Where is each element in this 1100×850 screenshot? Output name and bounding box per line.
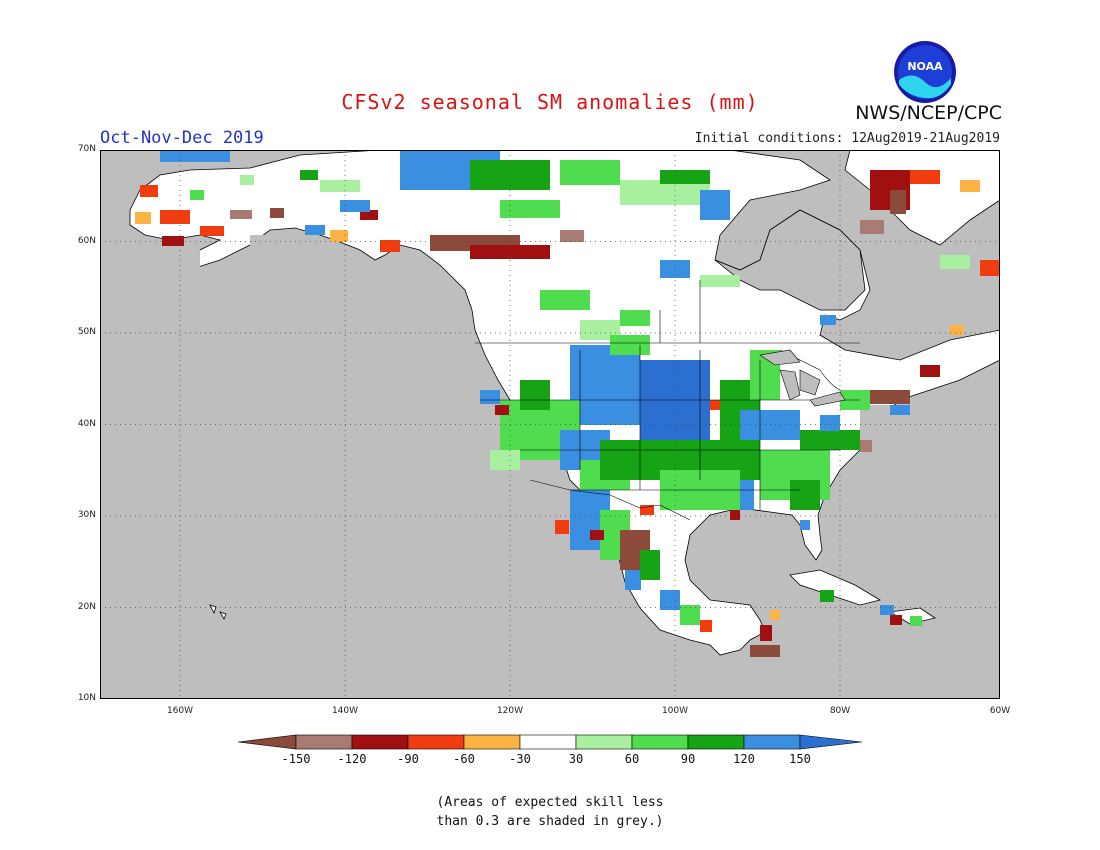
legend-swatch-above-150: [799, 734, 862, 750]
legend-swatch-30-30: [519, 734, 577, 750]
legend-swatch-60-90: [631, 734, 689, 750]
legend-swatch-90-60: [407, 734, 465, 750]
legend-label-neg150: -150: [281, 752, 311, 766]
political-borders: [475, 280, 860, 521]
cuba-land: [789, 569, 882, 606]
great-lakes: [759, 349, 846, 407]
forecast-period: Oct-Nov-Dec 2019: [100, 128, 264, 148]
lon-tick-100w: 100W: [661, 706, 689, 716]
color-legend-bar: [238, 734, 862, 750]
legend-label-30: 30: [568, 752, 584, 766]
legend-label-120: 120: [733, 752, 755, 766]
legend-label-150: 150: [789, 752, 811, 766]
legend-swatch-below-150: [238, 734, 297, 750]
lat-tick-20n: 20N: [77, 602, 96, 612]
legend-label-neg60: -60: [453, 752, 475, 766]
legend-swatch-120-150: [743, 734, 801, 750]
low-skill-regions: [160, 235, 900, 465]
lat-tick-50n: 50N: [77, 327, 96, 337]
lon-tick-160w: 160W: [166, 706, 194, 716]
lon-tick-140w: 140W: [331, 706, 359, 716]
lon-tick-120w: 120W: [496, 706, 524, 716]
lon-tick-80w: 80W: [829, 706, 851, 716]
footnote-line-2: than 0.3 are shaded in grey.): [436, 814, 664, 829]
initial-conditions: Initial conditions: 12Aug2019-21Aug2019: [694, 131, 1000, 146]
noaa-logo-text: NOAA: [907, 60, 943, 73]
legend-swatch-90-120: [687, 734, 745, 750]
hudson-bay: [714, 209, 866, 311]
lat-tick-60n: 60N: [77, 236, 96, 246]
legend-label-60: 60: [624, 752, 640, 766]
anomaly-map: [100, 150, 1000, 699]
skill-footnote: (Areas of expected skill less than 0.3 a…: [0, 793, 1100, 831]
legend-swatch-150-120: [295, 734, 353, 750]
footnote-line-1: (Areas of expected skill less: [436, 795, 664, 810]
lon-tick-60w: 60W: [989, 706, 1011, 716]
anomaly-cells: [135, 150, 1000, 657]
lat-tick-30n: 30N: [77, 510, 96, 520]
legend-swatch-120-90: [351, 734, 409, 750]
legend-swatch-60-30: [463, 734, 521, 750]
legend-label-neg120: -120: [337, 752, 367, 766]
map-grid: [100, 150, 1000, 699]
lat-tick-40n: 40N: [77, 419, 96, 429]
chart-title: CFSv2 seasonal SM anomalies (mm): [341, 90, 759, 114]
legend-label-neg90: -90: [397, 752, 419, 766]
lat-tick-70n: 70N: [77, 144, 96, 154]
hawaii-islands: [209, 604, 227, 620]
legend-label-90: 90: [680, 752, 696, 766]
noaa-logo: NOAA: [894, 41, 956, 103]
legend-label-neg30: -30: [509, 752, 531, 766]
lat-tick-10n: 10N: [77, 693, 96, 703]
legend-swatch-30-60: [575, 734, 633, 750]
agency-label: NWS/NCEP/CPC: [855, 102, 1002, 124]
map-frame: [100, 150, 1000, 699]
